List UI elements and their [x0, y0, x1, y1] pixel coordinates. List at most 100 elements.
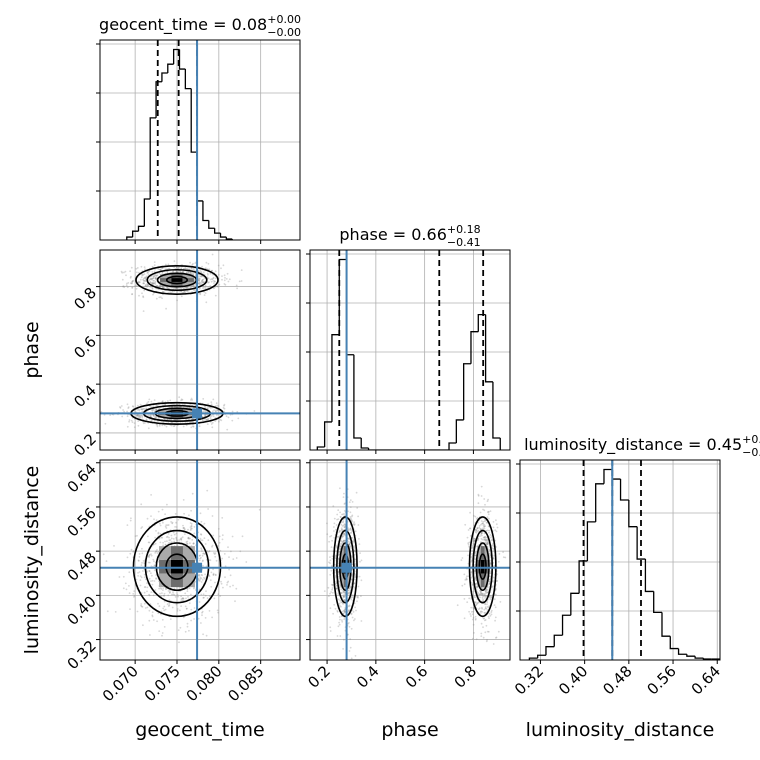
sample-point: [207, 539, 210, 542]
sample-point: [188, 514, 190, 517]
sample-point: [327, 586, 330, 589]
sample-point: [225, 278, 228, 280]
sample-point: [173, 533, 176, 536]
sample-point: [214, 574, 217, 576]
sample-point: [337, 509, 340, 512]
sample-point: [147, 414, 150, 416]
sample-point: [146, 271, 149, 273]
sample-point: [477, 539, 479, 541]
sample-point: [138, 414, 141, 417]
sample-point: [340, 588, 343, 591]
sample-point: [152, 619, 155, 621]
sample-point: [204, 286, 207, 289]
sample-point: [173, 403, 176, 405]
sample-point: [172, 531, 175, 534]
sample-point: [202, 559, 204, 562]
sample-point: [212, 398, 215, 401]
sample-point: [347, 510, 349, 513]
sample-point: [202, 410, 204, 413]
sample-point: [142, 277, 145, 280]
sample-point: [143, 573, 146, 576]
sample-point: [460, 559, 463, 561]
sample-point: [163, 626, 166, 628]
sample-point: [131, 282, 133, 284]
sample-point: [151, 574, 153, 577]
sample-point: [326, 533, 329, 536]
sample-point: [199, 576, 202, 579]
sample-point: [193, 268, 196, 270]
sample-point: [235, 587, 238, 590]
sample-point: [209, 417, 212, 419]
sample-point: [129, 519, 132, 522]
sample-point: [152, 594, 155, 597]
sample-point: [132, 550, 135, 553]
y-tick-label: 0.40: [64, 593, 100, 629]
sample-point: [353, 547, 356, 549]
sample-point: [340, 516, 342, 519]
sample-point: [137, 416, 140, 419]
sample-point: [204, 419, 207, 422]
sample-point: [159, 268, 162, 271]
sample-point: [352, 611, 355, 613]
sample-point: [200, 556, 202, 559]
sample-point: [478, 525, 481, 527]
sample-point: [467, 529, 470, 531]
sample-point: [480, 495, 483, 497]
sample-point: [347, 609, 350, 612]
sample-point: [495, 636, 498, 639]
sample-point: [354, 576, 356, 578]
sample-point: [351, 514, 354, 517]
sample-point: [351, 519, 353, 522]
density-cell: [159, 559, 172, 574]
sample-point: [147, 400, 150, 403]
panel-frame: [519, 459, 721, 661]
density-cell: [160, 274, 172, 279]
sample-point: [213, 282, 215, 284]
sample-point: [202, 593, 205, 596]
sample-point: [147, 555, 150, 558]
sample-point: [475, 551, 478, 553]
density-core: [159, 546, 195, 588]
sample-point: [180, 398, 183, 401]
sample-point: [172, 593, 175, 596]
sample-point: [343, 532, 346, 535]
sample-point: [159, 268, 162, 271]
sample-point: [480, 591, 482, 594]
sample-point: [149, 281, 152, 283]
sample-point: [151, 282, 154, 285]
sample-point: [180, 538, 183, 541]
sample-point: [484, 503, 486, 506]
sample-point: [342, 520, 345, 522]
sample-point: [146, 582, 148, 585]
hist-bin: [677, 648, 687, 655]
sample-point: [126, 524, 129, 526]
panel-frame: [309, 459, 511, 661]
sample-point: [171, 606, 174, 609]
sample-point: [477, 529, 480, 532]
sample-point: [141, 562, 143, 564]
sample-point: [182, 291, 184, 294]
sample-point: [221, 557, 224, 560]
sample-point: [186, 587, 189, 590]
sample-point: [159, 269, 161, 271]
sample-point: [142, 310, 145, 312]
sample-point: [141, 273, 144, 276]
sample-point: [217, 285, 219, 288]
hist-bin: [470, 331, 479, 364]
hist-bin: [126, 236, 133, 240]
sample-point: [136, 414, 139, 417]
sample-point: [483, 498, 486, 500]
sample-point: [353, 550, 356, 552]
sample-point: [126, 425, 129, 428]
sample-point: [474, 569, 476, 572]
panel-frame: [309, 249, 511, 451]
sample-point: [211, 515, 214, 517]
sample-point: [152, 279, 155, 282]
sample-point: [157, 532, 160, 535]
sample-point: [208, 550, 211, 553]
sample-point: [208, 610, 211, 612]
sample-point: [334, 575, 337, 577]
sample-point: [495, 530, 498, 533]
sample-point: [353, 582, 356, 585]
title-lower: −0.00: [267, 26, 301, 39]
